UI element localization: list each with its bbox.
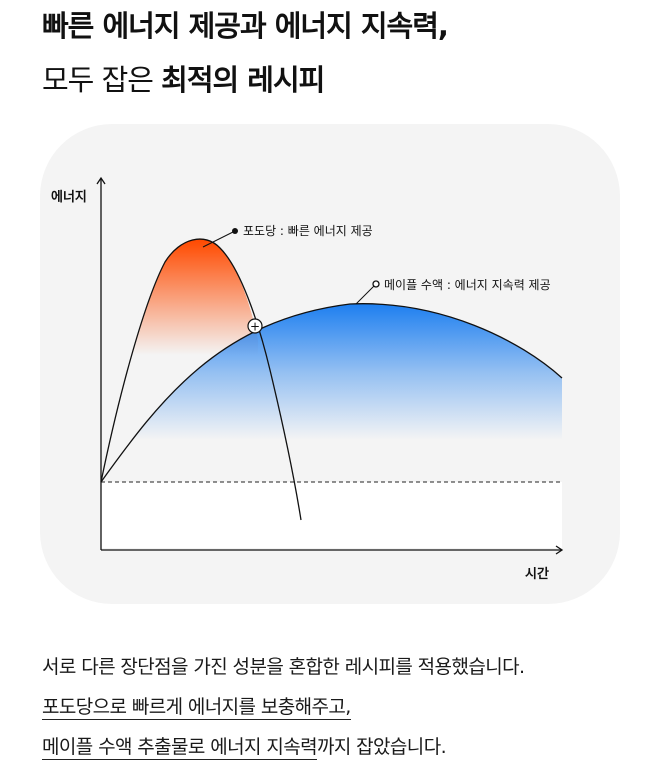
maple-curve bbox=[100, 303, 563, 483]
glucose-label-dot bbox=[232, 228, 238, 234]
glucose-label-leader bbox=[202, 231, 234, 248]
intersection-marker bbox=[247, 318, 263, 334]
headline-line-2-plain: 모두 잡은 bbox=[42, 63, 162, 97]
description-line-2: 포도당으로 빠르게 에너지를 보충해주고, bbox=[42, 694, 642, 720]
y-axis-label: 에너지 bbox=[51, 189, 87, 205]
description: 서로 다른 장단점을 가진 성분을 혼합한 레시피를 적용했습니다. 포도당으로… bbox=[42, 654, 642, 774]
description-line-3-rest: 까지 잡았습니다. bbox=[316, 736, 447, 758]
x-axis-arrow bbox=[555, 545, 564, 555]
description-line-3: 메이플 수액 추출물로 에너지 지속력까지 잡았습니다. bbox=[42, 734, 642, 760]
y-axis-arrow bbox=[96, 176, 106, 185]
baseline-region-cover bbox=[101, 482, 562, 548]
headline-line-2-bold: 최적의 레시피 bbox=[161, 63, 325, 97]
glucose-curve bbox=[100, 238, 302, 521]
headline-line-2: 모두 잡은 최적의 레시피 bbox=[42, 58, 642, 102]
maple-label-dot bbox=[372, 280, 380, 288]
headline: 빠른 에너지 제공과 에너지 지속력, 모두 잡은 최적의 레시피 bbox=[42, 4, 642, 102]
energy-diagram: 에너지 시간 포도당 : 빠른 에너지 제공 메이플 수액 : 에너지 지속력 … bbox=[51, 176, 564, 582]
headline-line-1: 빠른 에너지 제공과 에너지 지속력, bbox=[42, 9, 449, 43]
intersection-plus: + bbox=[250, 320, 260, 334]
description-line-3-underlined: 메이플 수액 추출물로 에너지 지속력 bbox=[42, 736, 318, 760]
maple-label: 메이플 수액 : 에너지 지속력 제공 bbox=[384, 278, 551, 292]
glucose-label: 포도당 : 빠른 에너지 제공 bbox=[243, 224, 373, 238]
x-axis-label: 시간 bbox=[525, 566, 549, 582]
maple-label-leader bbox=[355, 285, 375, 305]
description-line-1: 서로 다른 장단점을 가진 성분을 혼합한 레시피를 적용했습니다. bbox=[42, 656, 525, 678]
maple-fill-area bbox=[101, 303, 562, 482]
description-line-2-underlined: 포도당으로 빠르게 에너지를 보충해주고, bbox=[42, 696, 351, 720]
